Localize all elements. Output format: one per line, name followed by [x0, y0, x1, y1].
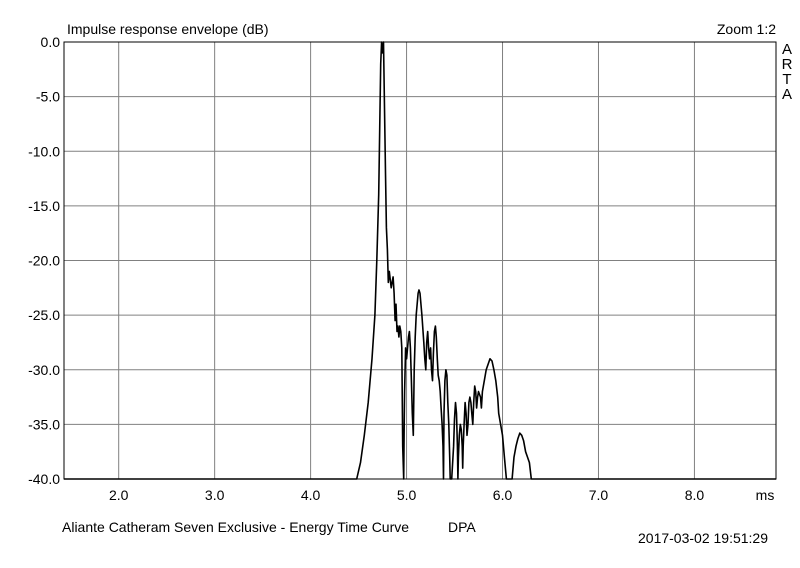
- y-tick-label: -25.0: [28, 307, 60, 323]
- x-tick-label: 8.0: [685, 487, 705, 503]
- y-tick-label: -40.0: [28, 471, 60, 487]
- y-tick-label: -20.0: [28, 253, 60, 269]
- caption: Aliante Catheram Seven Exclusive - Energ…: [62, 519, 410, 535]
- series-layer: [64, 41, 776, 480]
- x-axis-tick-labels: 2.0 3.0 4.0 5.0 6.0 7.0 8.0 ms: [109, 487, 774, 503]
- grid-lines: [64, 41, 776, 480]
- y-axis-tick-labels: 0.0 -5.0 -10.0 -15.0 -20.0 -25.0 -30.0 -35.0 -40…: [28, 34, 60, 487]
- brand-letter: A: [781, 41, 792, 58]
- x-tick-label: 2.0: [109, 487, 129, 503]
- etc-series-line: [64, 41, 776, 480]
- y-tick-label: -30.0: [28, 362, 60, 378]
- y-tick-label: -35.0: [28, 416, 60, 432]
- zoom-label: Zoom 1:2: [716, 21, 776, 37]
- x-tick-label: 5.0: [397, 487, 417, 503]
- y-tick-label: 0.0: [41, 34, 61, 50]
- x-tick-label: 7.0: [589, 487, 609, 503]
- x-tick-label: 6.0: [493, 487, 513, 503]
- brand-letter: R: [781, 56, 793, 73]
- timestamp: 2017-03-02 19:51:29: [638, 530, 768, 546]
- brand-letter: T: [782, 71, 792, 88]
- brand-letter: A: [781, 86, 792, 103]
- brand-label: A R T A: [780, 42, 794, 102]
- plot-frame: [63, 41, 777, 480]
- x-tick-label: 4.0: [301, 487, 321, 503]
- y-tick-label: -15.0: [28, 198, 60, 214]
- x-axis-unit: ms: [756, 487, 775, 503]
- measurement-tag: DPA: [448, 519, 476, 535]
- y-tick-label: -10.0: [28, 143, 60, 159]
- y-tick-label: -5.0: [36, 89, 60, 105]
- x-tick-label: 3.0: [205, 487, 225, 503]
- chart-title: Impulse response envelope (dB): [67, 21, 269, 37]
